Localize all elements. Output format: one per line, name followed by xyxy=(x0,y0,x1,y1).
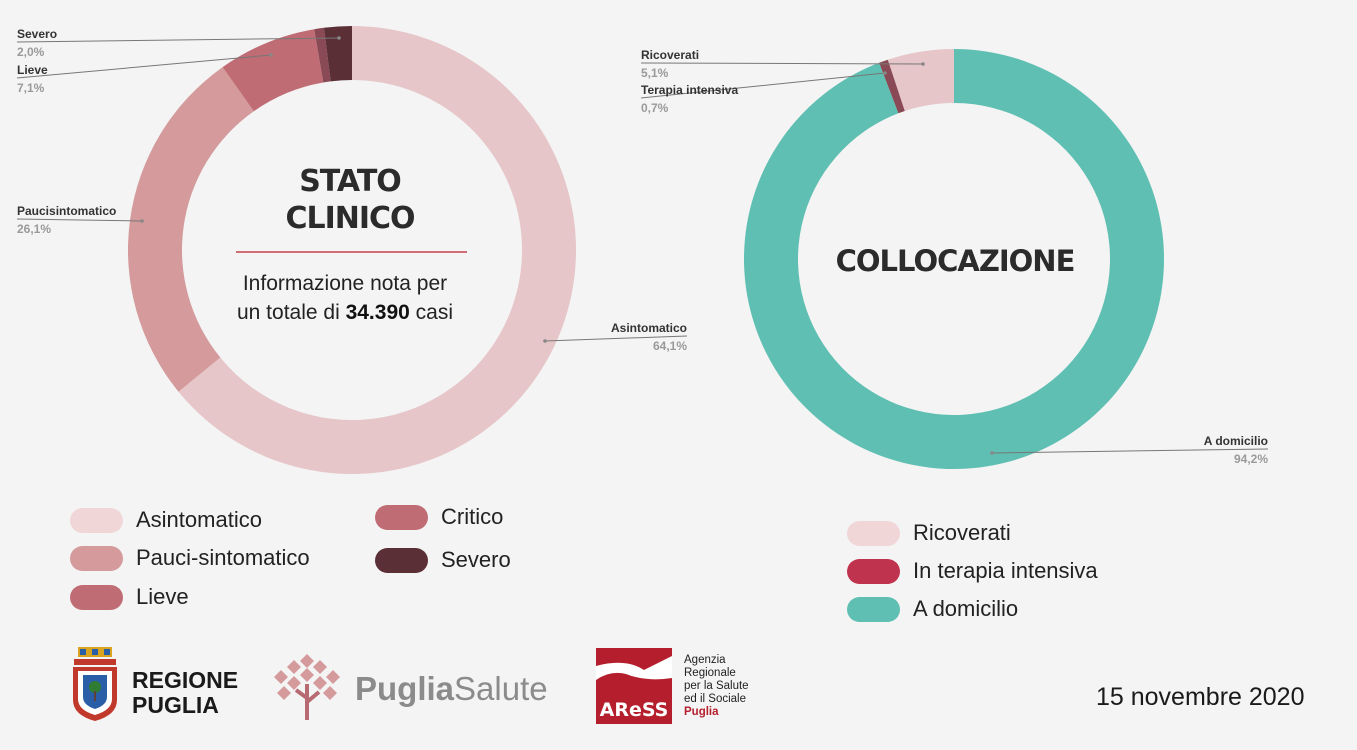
slice-paucisintomatico xyxy=(128,67,254,392)
slice-pct-label: 0,7% xyxy=(641,101,669,115)
leader-line xyxy=(640,72,886,99)
slice-pct-label: 26,1% xyxy=(17,222,51,236)
legend-ricoverati: Ricoverati xyxy=(847,520,1011,546)
slice-pct-label: 64,1% xyxy=(653,339,687,353)
slice-ricoverati xyxy=(887,49,954,111)
regione-puglia-text: REGIONE PUGLIA xyxy=(132,668,238,718)
aress-logo: AReSS xyxy=(596,648,672,724)
slice-pct-label: 2,0% xyxy=(17,45,45,59)
legend-critico: Critico xyxy=(375,504,503,530)
legend-swatch xyxy=(70,584,123,610)
legend-swatch xyxy=(375,547,428,573)
collocazione-title: COLLOCAZIONE xyxy=(835,244,1076,278)
leader-line xyxy=(991,448,1269,454)
leader-dot xyxy=(883,71,887,75)
subtitle-pre: un totale di xyxy=(236,301,340,324)
salute-word: Salute xyxy=(454,670,548,707)
legend-swatch xyxy=(375,504,428,530)
slice-label: Asintomatico xyxy=(611,321,687,335)
aress-logo-text: AReSS xyxy=(600,699,669,721)
subtitle-line2: un totale di 34.390 casi xyxy=(205,298,485,327)
leader-line xyxy=(544,335,688,342)
legend-swatch xyxy=(847,558,900,584)
slice-label: Paucisintomatico xyxy=(17,204,116,218)
leader-line xyxy=(16,54,272,79)
puglia-word: Puglia xyxy=(355,670,455,707)
aress-text: Agenzia Regionale per la Salute ed il So… xyxy=(684,654,749,719)
leader-dot xyxy=(543,339,547,343)
stato-clinico-title: STATO CLINICO xyxy=(250,163,450,237)
slice-pct-label: 94,2% xyxy=(1234,452,1268,466)
slice-label: Severo xyxy=(17,27,57,41)
leader-line xyxy=(16,218,143,222)
leader-dot xyxy=(337,36,341,40)
slice-asintomatico xyxy=(178,26,577,475)
aress-line2: Regionale xyxy=(684,667,736,679)
slice-pct-label: 5,1% xyxy=(641,66,669,80)
legend-label: Ricoverati xyxy=(913,520,1011,545)
slice-label: Ricoverati xyxy=(641,48,699,62)
slice-label: A domicilio xyxy=(1204,434,1268,448)
aress-line5: Puglia xyxy=(684,706,719,718)
puglia-salute-text: PugliaSalute xyxy=(355,670,548,708)
legend-swatch xyxy=(70,545,123,571)
leader-dot xyxy=(921,62,925,66)
legend-label: Pauci-sintomatico xyxy=(136,545,310,570)
legend-label: Critico xyxy=(441,504,504,529)
title-divider xyxy=(236,251,467,253)
legend-lieve: Lieve xyxy=(70,584,189,610)
puglia-salute-tree-icon xyxy=(274,654,340,720)
slice-lieve xyxy=(222,29,324,112)
legend-swatch xyxy=(847,520,900,546)
legend-label: Severo xyxy=(441,547,511,572)
subtitle-total: 34.390 xyxy=(345,301,410,324)
leader-dot xyxy=(140,219,144,223)
legend-label: Lieve xyxy=(136,584,189,609)
regione-line2: PUGLIA xyxy=(132,692,219,718)
aress-line3: per la Salute xyxy=(684,680,749,692)
leader-line xyxy=(640,62,924,65)
legend-terapia-intensiva: In terapia intensiva xyxy=(847,558,1098,584)
regione-puglia-crest-icon xyxy=(73,647,117,721)
leader-line xyxy=(16,37,340,43)
legend-asintomatico: Asintomatico xyxy=(70,507,262,533)
stato-clinico-subtitle: Informazione nota per un totale di 34.39… xyxy=(205,269,485,327)
stato-title-line1: STATO xyxy=(299,164,402,199)
legend-label: In terapia intensiva xyxy=(913,558,1098,583)
legend-a-domicilio: A domicilio xyxy=(847,596,1018,622)
regione-line1: REGIONE xyxy=(132,667,239,693)
legend-swatch xyxy=(70,507,123,533)
legend-severo: Severo xyxy=(375,547,511,573)
legend-pauci-sintomatico: Pauci-sintomatico xyxy=(70,545,310,571)
aress-line4: ed il Sociale xyxy=(684,693,747,705)
slice-label: Terapia intensiva xyxy=(641,83,738,97)
legend-label: A domicilio xyxy=(913,596,1019,621)
leader-dot xyxy=(269,53,273,57)
leader-dot xyxy=(990,451,994,455)
aress-line1: Agenzia xyxy=(684,654,726,666)
slice-critico xyxy=(314,27,331,83)
legend-swatch xyxy=(847,596,900,622)
report-date: 15 novembre 2020 xyxy=(1096,683,1305,711)
subtitle-line1: Informazione nota per xyxy=(242,272,448,295)
slice-label: Lieve xyxy=(17,63,48,77)
slice-pct-label: 7,1% xyxy=(17,81,45,95)
stato-title-line2: CLINICO xyxy=(285,201,415,236)
legend-label: Asintomatico xyxy=(136,507,262,532)
slice-severo xyxy=(323,26,352,82)
subtitle-post: casi xyxy=(415,301,454,324)
